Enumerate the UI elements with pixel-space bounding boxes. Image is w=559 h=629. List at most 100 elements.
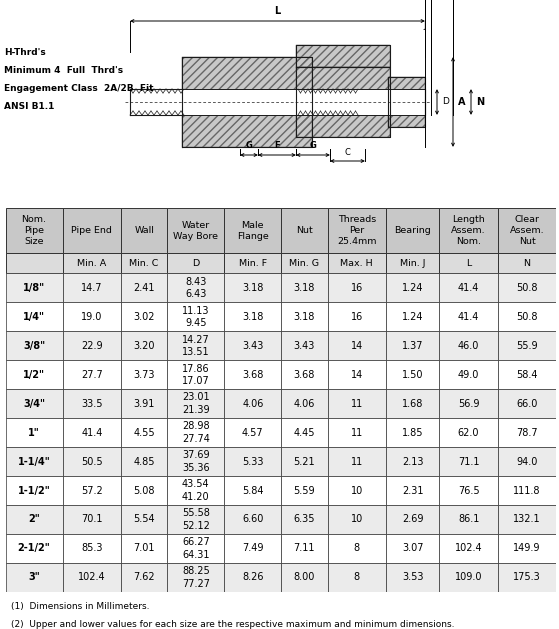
Bar [498,534,556,563]
Bar [386,505,439,534]
Text: 1/4": 1/4" [23,312,45,322]
Text: 102.4: 102.4 [78,572,106,582]
Text: G: G [310,141,316,150]
Bar [63,563,121,592]
Bar [328,274,386,303]
Bar [439,505,498,534]
Bar [328,253,386,274]
Bar [281,303,328,331]
Text: 55.9: 55.9 [516,341,538,351]
Bar [328,563,386,592]
Text: L: L [274,6,281,16]
Text: 94.0: 94.0 [517,457,538,467]
Text: 1": 1" [28,428,40,438]
Text: 5.08: 5.08 [134,486,155,496]
Text: 5.54: 5.54 [134,515,155,525]
Text: 27.7: 27.7 [81,370,103,380]
Bar [439,274,498,303]
Text: 3.53: 3.53 [402,572,423,582]
Bar [281,208,328,253]
Bar [328,303,386,331]
Text: 175.3: 175.3 [513,572,541,582]
Bar [167,360,224,389]
Bar [167,476,224,505]
Bar [224,303,281,331]
Text: 11: 11 [350,457,363,467]
Bar [328,447,386,476]
Text: A: A [458,97,466,107]
Bar [224,476,281,505]
Bar [182,89,312,115]
Bar [498,360,556,389]
Bar [386,563,439,592]
Bar [224,360,281,389]
Bar [386,389,439,418]
Bar [386,534,439,563]
Bar [498,447,556,476]
Text: 3.18: 3.18 [293,312,315,322]
Text: 41.4: 41.4 [458,283,479,293]
Bar [281,476,328,505]
Bar [498,208,556,253]
Bar [121,534,167,563]
Text: 19.0: 19.0 [81,312,102,322]
Bar [281,563,328,592]
Bar [439,253,498,274]
Bar [121,253,167,274]
Bar [167,274,224,303]
Bar [167,331,224,360]
Bar [498,476,556,505]
Text: 8: 8 [354,543,360,554]
Bar [121,418,167,447]
Text: (1)  Dimensions in Millimeters.: (1) Dimensions in Millimeters. [11,602,150,611]
Text: 3.02: 3.02 [134,312,155,322]
Bar [63,303,121,331]
Bar [121,303,167,331]
Bar [439,563,498,592]
Text: Water
Way Bore: Water Way Bore [173,221,218,241]
Polygon shape [388,77,425,127]
Text: 11: 11 [350,428,363,438]
Text: 7.11: 7.11 [293,543,315,554]
Text: 132.1: 132.1 [513,515,541,525]
Polygon shape [296,45,390,67]
Text: 16: 16 [350,312,363,322]
Bar [167,389,224,418]
Text: Min. F: Min. F [239,259,267,268]
Bar [386,253,439,274]
Text: 7.49: 7.49 [242,543,263,554]
Bar [224,389,281,418]
Text: Min. A: Min. A [77,259,106,268]
Bar [6,476,63,505]
Text: 55.58
52.12: 55.58 52.12 [182,508,210,531]
Text: 56.9: 56.9 [458,399,479,409]
Text: Pipe End: Pipe End [72,226,112,235]
Text: 14.7: 14.7 [81,283,102,293]
Bar [439,476,498,505]
Text: 62.0: 62.0 [458,428,479,438]
Text: 11: 11 [350,399,363,409]
Text: Male
Flange: Male Flange [237,221,269,241]
Bar [281,418,328,447]
Bar [63,274,121,303]
Text: 58.4: 58.4 [517,370,538,380]
Text: 7.62: 7.62 [134,572,155,582]
Bar [63,389,121,418]
Bar [121,447,167,476]
Text: H-Thrd's: H-Thrd's [4,48,46,57]
Bar [6,253,63,274]
Text: 4.06: 4.06 [293,399,315,409]
Bar [281,505,328,534]
Text: 111.8: 111.8 [513,486,541,496]
Bar [281,534,328,563]
Text: 3.68: 3.68 [293,370,315,380]
Text: 3.07: 3.07 [402,543,423,554]
Text: 7.01: 7.01 [134,543,155,554]
Text: F: F [274,141,280,150]
Text: 8.26: 8.26 [242,572,263,582]
Text: C: C [344,148,350,157]
Bar [6,389,63,418]
Bar [130,89,182,115]
Text: 10: 10 [350,486,363,496]
Bar [121,208,167,253]
